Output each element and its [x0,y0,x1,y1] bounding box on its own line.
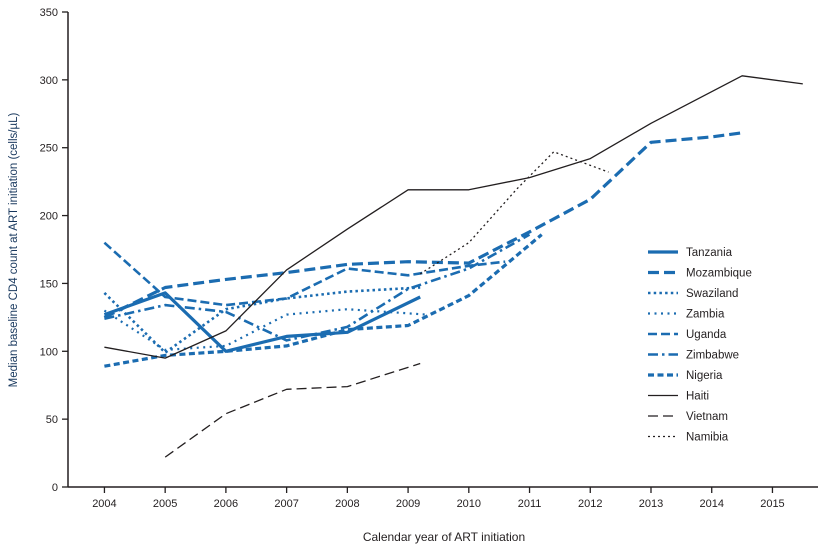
series-line-namibia [419,151,609,275]
legend-item-mozambique: Mozambique [648,268,752,280]
x-tick-label: 2013 [639,498,663,510]
x-tick-label: 2007 [274,498,298,510]
y-tick-label: 100 [40,346,58,358]
x-tick-label: 2010 [457,498,481,510]
x-tick-label: 2015 [760,498,784,510]
x-tick-label: 2012 [578,498,602,510]
legend-item-tanzania: Tanzania [648,247,733,259]
legend-label: Nigeria [686,370,723,382]
series-line-zambia [103,308,427,351]
legend-label: Swaziland [686,288,738,300]
legend-item-haiti: Haiti [648,391,709,403]
y-tick-label: 200 [40,211,58,223]
legend-label: Mozambique [686,268,752,280]
legend-label: Vietnam [686,411,728,423]
series-line-haiti [104,75,803,359]
series-lines [103,75,803,458]
x-tick-label: 2011 [518,498,542,510]
y-tick-label: 300 [40,75,58,87]
x-tick-label: 2005 [153,498,177,510]
y-tick-label: 350 [40,7,58,19]
legend-label: Zimbabwe [686,350,739,362]
y-tick-label: 50 [46,414,58,426]
legend-label: Namibia [686,432,729,444]
x-tick-label: 2014 [699,498,723,510]
x-tick-label: 2009 [396,498,420,510]
x-axis-title: Calendar year of ART initiation [363,530,525,544]
x-tick-label: 2004 [92,498,116,510]
legend-item-zambia: Zambia [648,309,725,321]
series-line-uganda [103,241,506,307]
axes: 0 50 100 150 200 250 300 350 2004 2005 2006 2007 200… [40,7,818,510]
legend: Tanzania Mozambique Swaziland Zambia Uganda Z… [648,247,752,444]
series-line-tanzania [103,291,421,353]
series-line-nigeria [104,233,543,368]
x-tick-label: 2006 [214,498,238,510]
series-line-mozambique [103,131,743,319]
legend-item-zimbabwe: Zimbabwe [648,350,739,362]
y-tick-label: 250 [40,143,58,155]
legend-label: Haiti [686,391,709,403]
series-line-vietnam [164,362,421,458]
legend-item-namibia: Namibia [648,432,729,444]
legend-item-uganda: Uganda [648,329,727,341]
legend-item-swaziland: Swaziland [648,288,738,300]
series-line-zimbabwe [104,233,531,342]
y-tick-label: 150 [40,278,58,290]
x-tick-label: 2008 [335,498,359,510]
y-tick-label: 0 [52,482,58,494]
legend-label: Uganda [686,329,727,341]
y-axis-title: Median baseline CD4 count at ART initiat… [8,112,20,387]
legend-label: Zambia [686,309,725,321]
legend-label: Tanzania [686,247,733,259]
legend-item-vietnam: Vietnam [648,411,728,423]
legend-item-nigeria: Nigeria [648,370,723,382]
